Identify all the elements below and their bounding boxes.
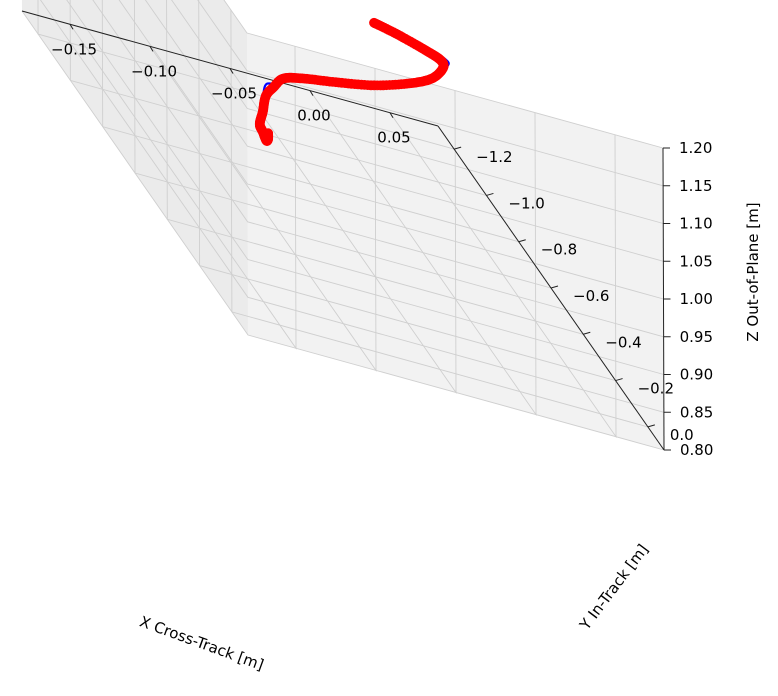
y-tick-label-1: −0.2 xyxy=(638,380,674,398)
z-tick-label-2: 0.90 xyxy=(680,366,713,384)
y-tick-label-5: −1.0 xyxy=(508,194,544,212)
z-grid-line-2 xyxy=(66,0,664,375)
z-tick-label-6: 1.10 xyxy=(679,215,712,233)
y-tick-label-3: −0.6 xyxy=(573,287,609,305)
y-tick-3 xyxy=(550,285,559,289)
x-tick-label-4: 0.05 xyxy=(377,129,410,147)
grid-lines xyxy=(21,0,665,451)
y-tick-label-4: −0.8 xyxy=(541,241,577,259)
x-tick-label-2: −0.05 xyxy=(211,85,257,103)
y-tick-label-2: −0.4 xyxy=(605,333,641,351)
tick-labels: −0.15 −0.10 −0.05 0.00 0.05 0.0 −0.2 −0.4 −0.6 −0… xyxy=(51,40,713,459)
series-1-point-216 xyxy=(369,17,379,28)
z-tick-label-5: 1.05 xyxy=(679,252,712,270)
z-grid-line-0 xyxy=(21,10,665,451)
z-grid-line-6 xyxy=(171,0,664,224)
y-tick-2 xyxy=(583,331,591,335)
z-tick-label-4: 1.00 xyxy=(680,290,713,308)
z-tick-label-3: 0.95 xyxy=(680,328,713,346)
z-grid-line-5 xyxy=(144,0,664,262)
z-grid-line-1 xyxy=(39,0,665,413)
y-tick-label-0: 0.0 xyxy=(670,426,694,444)
x-tick-2 xyxy=(229,68,234,74)
z-tick-label-7: 1.15 xyxy=(679,177,712,195)
y-tick-5 xyxy=(486,192,494,196)
x-tick-0 xyxy=(69,24,74,30)
y-tick-label-6: −1.2 xyxy=(476,148,512,166)
series-layer xyxy=(254,17,450,146)
tick-marks xyxy=(69,24,671,451)
z-tick-label-8: 1.20 xyxy=(679,139,712,157)
x-tick-label-0: −0.15 xyxy=(51,40,97,58)
x-tick-3 xyxy=(309,90,314,96)
series-1-markers xyxy=(254,17,449,146)
z-axis-label: Z Out-of-Plane [m] xyxy=(744,202,762,341)
x-tick-label-3: 0.00 xyxy=(297,107,330,125)
z-grid-line-4 xyxy=(118,0,664,300)
y-tick-6 xyxy=(454,146,462,150)
y-axis-label: Y In-Track [m] xyxy=(575,541,652,634)
y-tick-0 xyxy=(647,424,655,428)
x-tick-4 xyxy=(389,112,394,118)
x-tick-1 xyxy=(149,46,154,52)
y-tick-1 xyxy=(615,378,623,382)
z-grid-line-7 xyxy=(197,0,664,187)
z-grid-line-8 xyxy=(223,0,664,149)
z-tick-label-1: 0.85 xyxy=(680,403,713,421)
x-axis-label: X Cross-Track [m] xyxy=(137,613,266,675)
z-grid-line-3 xyxy=(92,0,664,338)
z-tick-label-0: 0.80 xyxy=(680,441,713,459)
x-tick-label-1: −0.10 xyxy=(131,62,177,80)
axis-panes xyxy=(21,0,664,450)
y-tick-4 xyxy=(518,239,526,243)
